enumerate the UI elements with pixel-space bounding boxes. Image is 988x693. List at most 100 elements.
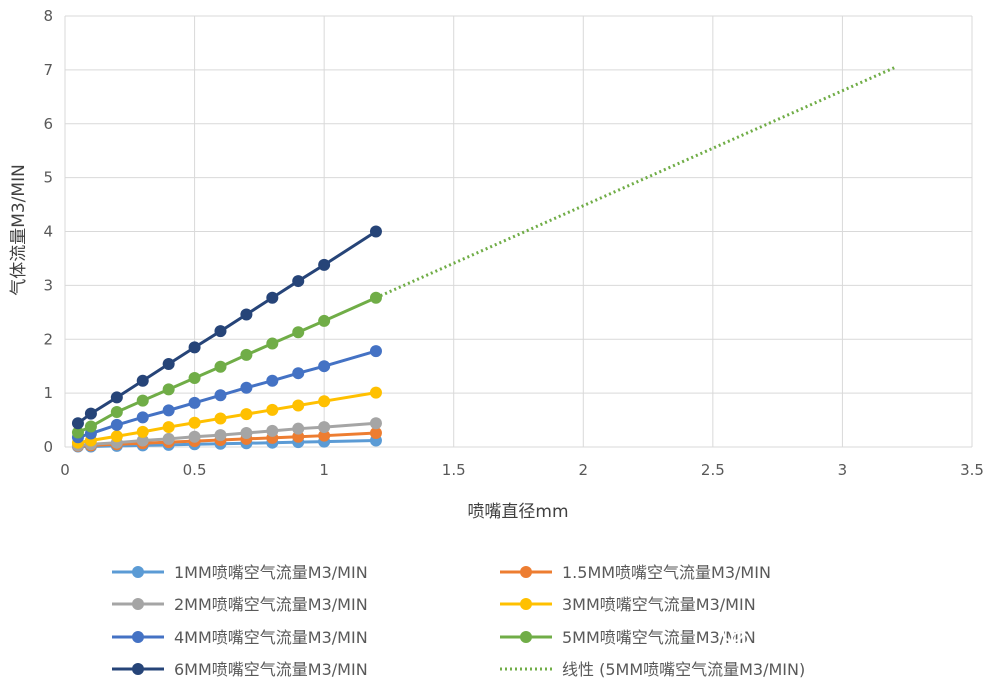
legend-swatch-marker	[520, 566, 532, 578]
data-point	[369, 426, 382, 439]
data-point	[188, 430, 201, 443]
x-tick-label: 0	[60, 461, 70, 479]
data-point	[369, 291, 382, 304]
x-tick-label: 3.5	[960, 461, 984, 479]
x-tick-label: 1	[319, 461, 329, 479]
data-point	[214, 412, 227, 425]
data-point	[162, 358, 175, 371]
data-point	[292, 275, 305, 288]
legend-entry: 2MM喷嘴空气流量M3/MIN	[112, 595, 368, 614]
data-point	[71, 426, 84, 439]
y-tick-label: 7	[43, 61, 53, 79]
y-tick-label: 8	[43, 7, 53, 25]
legend-swatch-marker	[132, 631, 144, 643]
wechat-icon	[722, 624, 749, 647]
data-point	[162, 404, 175, 417]
data-point	[136, 374, 149, 387]
data-point	[240, 348, 253, 361]
legend-swatch-marker	[132, 663, 144, 675]
legend-entry: 1.5MM喷嘴空气流量M3/MIN	[500, 563, 771, 582]
data-point	[162, 421, 175, 434]
x-tick-label: 0.5	[183, 461, 207, 479]
watermark-text: 微信号: ACT-LFWC	[757, 632, 940, 656]
y-tick-label: 5	[43, 169, 53, 187]
data-point	[318, 360, 331, 373]
data-point	[188, 416, 201, 429]
data-point	[214, 429, 227, 442]
data-point	[110, 430, 123, 443]
data-point	[71, 417, 84, 430]
data-point	[292, 399, 305, 412]
data-point	[136, 394, 149, 407]
legend-entry: 6MM喷嘴空气流量M3/MIN	[112, 660, 368, 679]
x-axis-title: 喷嘴直径mm	[467, 502, 568, 522]
legend-swatch-marker	[132, 566, 144, 578]
data-point	[136, 425, 149, 438]
data-point	[369, 225, 382, 238]
legend-label: 2MM喷嘴空气流量M3/MIN	[174, 595, 368, 614]
legend-entry: 3MM喷嘴空气流量M3/MIN	[500, 595, 756, 614]
data-point	[240, 426, 253, 439]
data-point	[292, 422, 305, 435]
data-point	[369, 386, 382, 399]
data-point	[266, 403, 279, 416]
data-point	[318, 421, 331, 434]
legend-label: 3MM喷嘴空气流量M3/MIN	[562, 595, 756, 614]
data-point	[110, 418, 123, 431]
data-point	[84, 420, 97, 433]
data-point	[318, 429, 331, 442]
y-tick-label: 2	[43, 330, 53, 348]
data-point	[318, 395, 331, 408]
x-tick-label: 1.5	[442, 461, 466, 479]
legend-label: 6MM喷嘴空气流量M3/MIN	[174, 660, 368, 679]
data-point	[214, 360, 227, 373]
data-point	[136, 434, 149, 447]
data-point	[292, 326, 305, 339]
data-point	[266, 291, 279, 304]
y-tick-label: 3	[43, 276, 53, 294]
grid-lines	[64, 15, 973, 448]
series-4	[71, 345, 382, 444]
data-point	[214, 389, 227, 402]
series-2	[71, 417, 382, 452]
data-point	[240, 408, 253, 421]
data-point	[162, 432, 175, 445]
data-point	[240, 381, 253, 394]
data-point	[162, 383, 175, 396]
legend-label: 1MM喷嘴空气流量M3/MIN	[174, 563, 368, 582]
tick-labels: 0 1 2 3 4 5 6 7 8 0 0.5 1 1.5 2 2.5 3 3.5	[43, 7, 983, 479]
y-tick-label: 4	[43, 223, 53, 241]
legend-swatch-marker	[520, 598, 532, 610]
x-tick-label: 2	[579, 461, 589, 479]
series-group	[71, 225, 382, 453]
legend-label: 1.5MM喷嘴空气流量M3/MIN	[562, 563, 771, 582]
y-tick-label: 1	[43, 384, 53, 402]
data-point	[110, 405, 123, 418]
data-point	[266, 374, 279, 387]
legend-swatch-marker	[520, 631, 532, 643]
data-point	[369, 417, 382, 430]
series-5	[71, 291, 382, 439]
series-6	[71, 225, 382, 430]
data-point	[214, 325, 227, 338]
data-point	[240, 308, 253, 321]
y-axis-title: 气体流量M3/MIN	[9, 164, 29, 296]
legend-label: 5MM喷嘴空气流量M3/MIN	[562, 628, 756, 647]
legend-entry: 5MM喷嘴空气流量M3/MIN	[500, 628, 756, 647]
data-point	[110, 391, 123, 404]
legend-entry: 1MM喷嘴空气流量M3/MIN	[112, 563, 368, 582]
watermark: 微信号: ACT-LFWC	[722, 624, 940, 656]
data-point	[318, 314, 331, 327]
legend: 1MM喷嘴空气流量M3/MIN 1.5MM喷嘴空气流量M3/MIN 2MM喷嘴空气流…	[112, 563, 805, 679]
data-point	[266, 337, 279, 350]
data-point	[84, 407, 97, 420]
data-point	[188, 341, 201, 354]
y-tick-label: 6	[43, 115, 53, 133]
data-point	[188, 396, 201, 409]
data-point	[292, 367, 305, 380]
legend-swatch-marker	[132, 598, 144, 610]
legend-entry: 4MM喷嘴空气流量M3/MIN	[112, 628, 368, 647]
data-point	[136, 411, 149, 424]
